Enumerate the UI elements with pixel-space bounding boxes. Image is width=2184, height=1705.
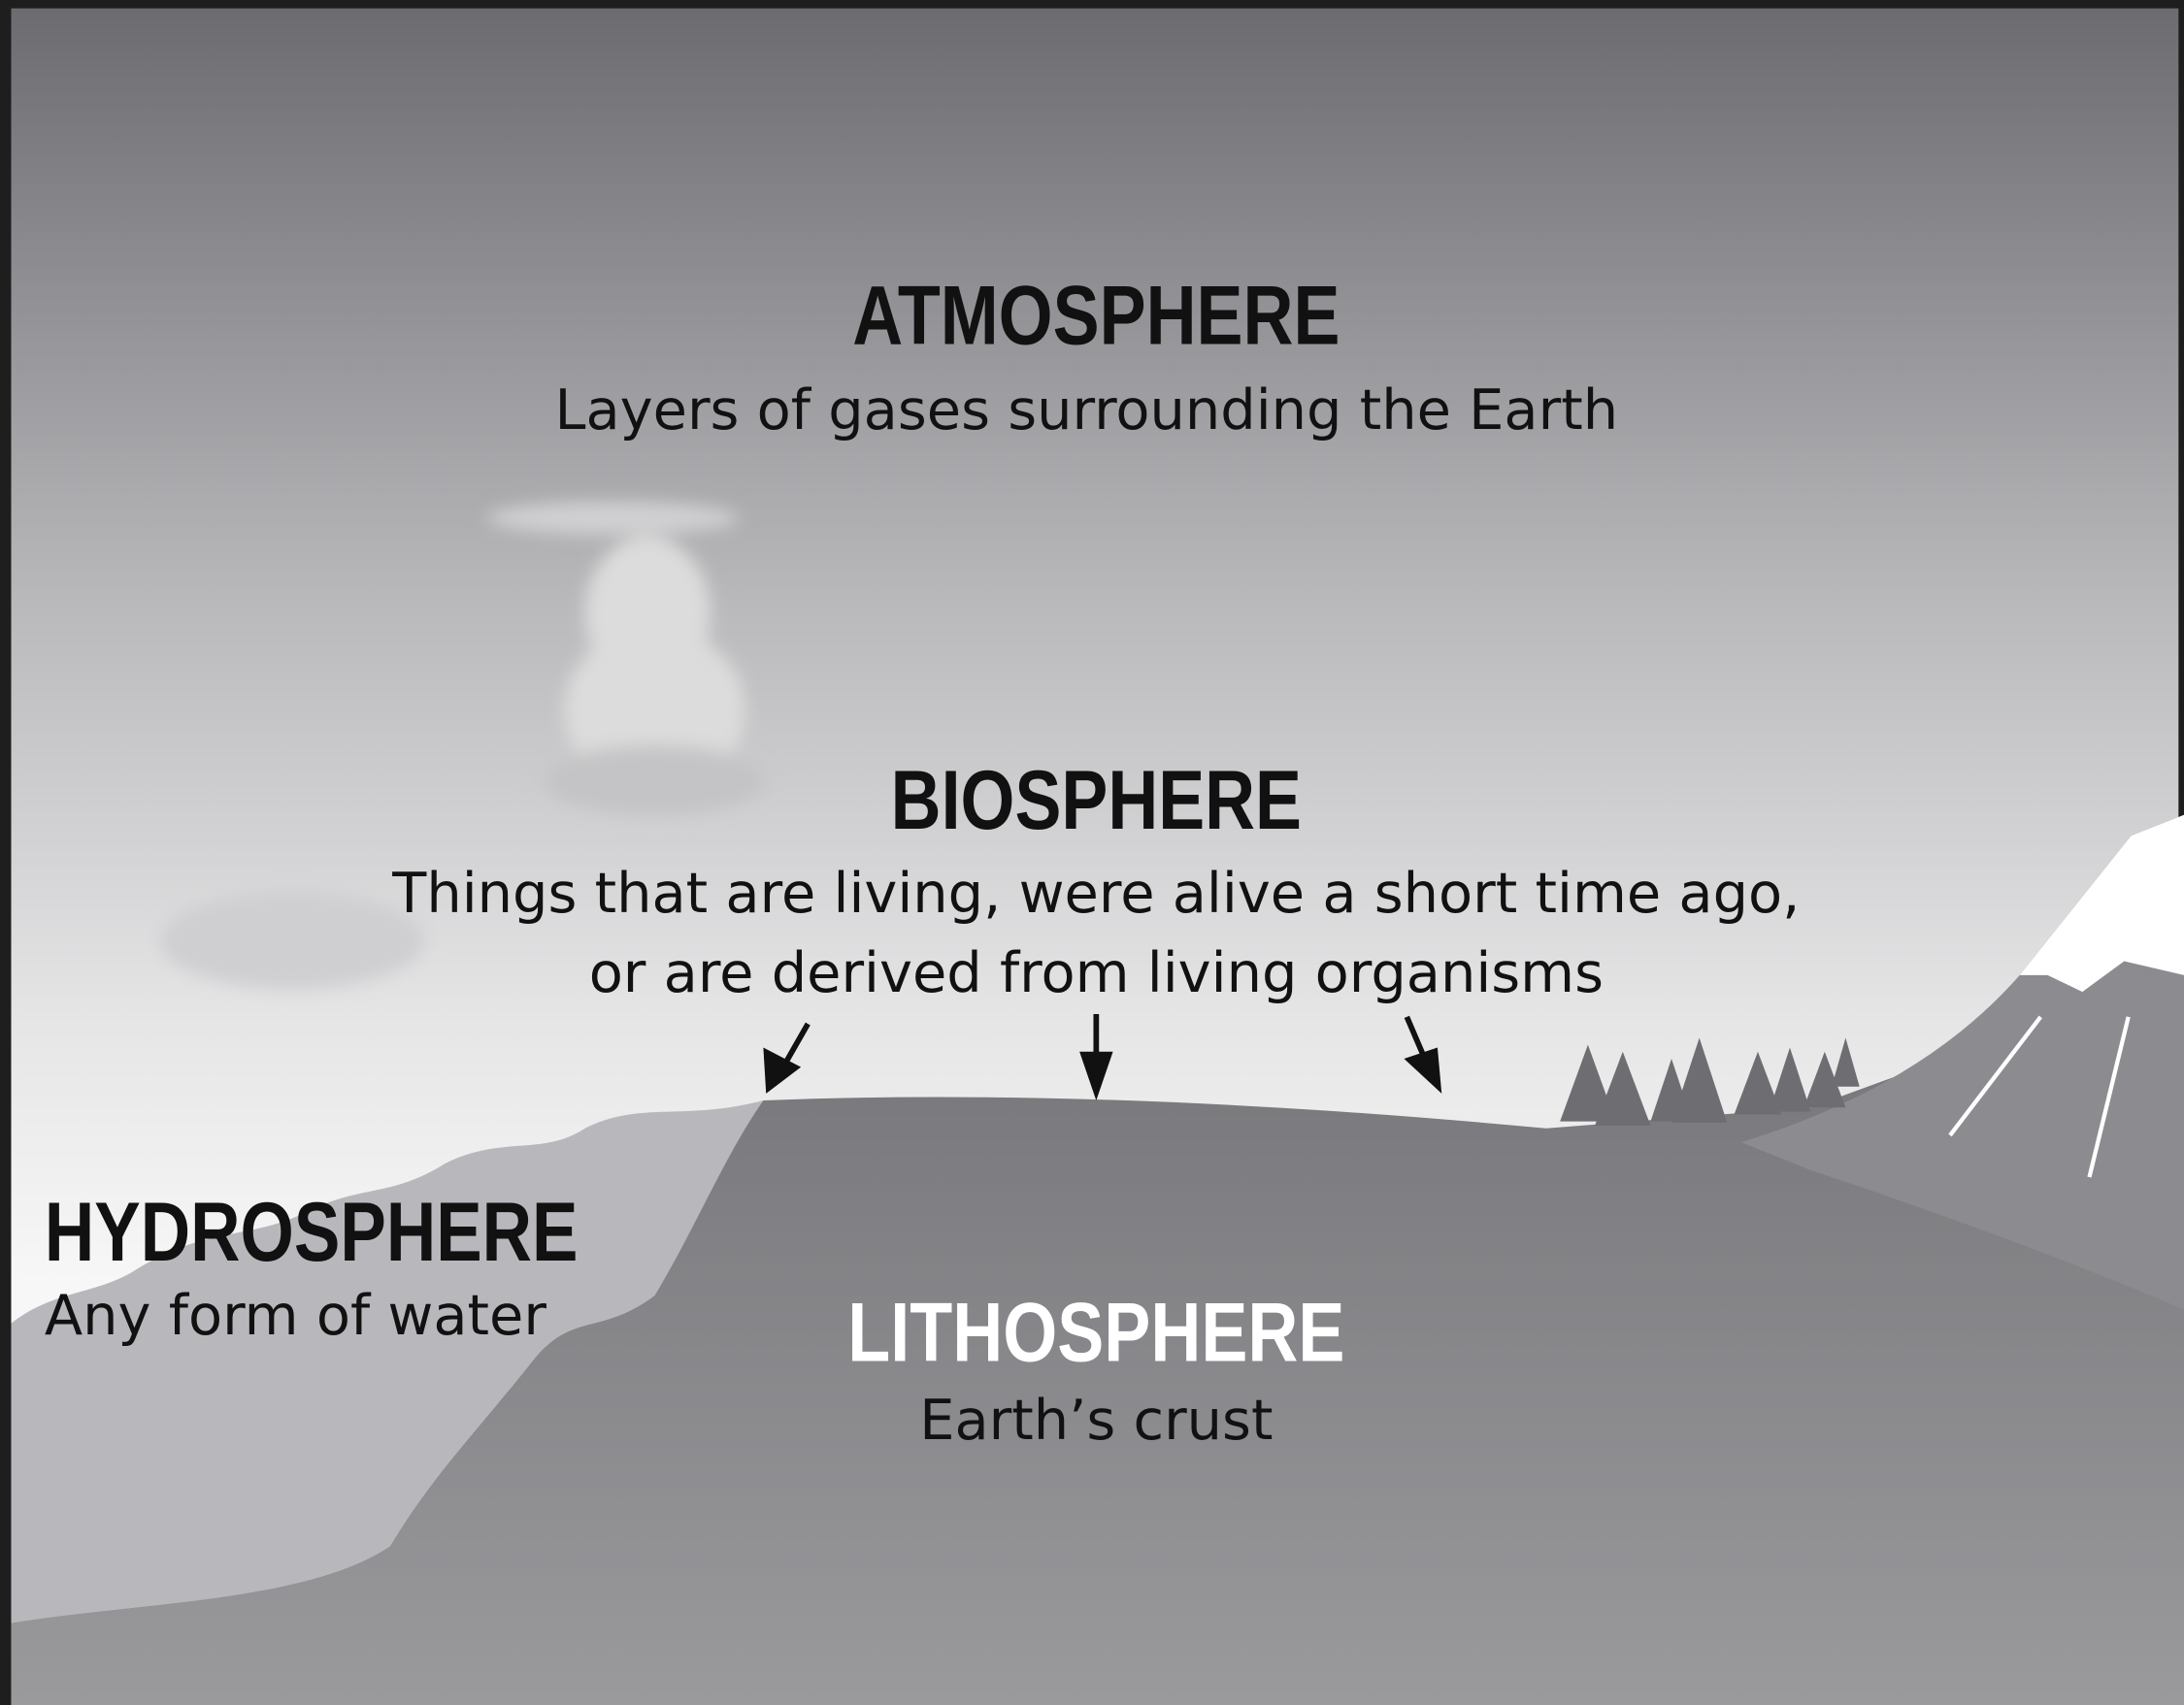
lithosphere-description: Earth’s crust	[919, 1388, 1273, 1453]
page: ATMOSPHERE Layers of gases surrounding t…	[0, 0, 2184, 1705]
diagram: ATMOSPHERE Layers of gases surrounding t…	[0, 0, 2184, 1705]
atmosphere-description: Layers of gases surrounding the Earth	[555, 377, 1619, 443]
hydrosphere-description: Any form of water	[45, 1283, 546, 1348]
lithosphere-title: LITHOSPHERE	[847, 1286, 1344, 1379]
biosphere-description-line: or are derived from living organisms	[589, 940, 1604, 1005]
atmosphere-title: ATMOSPHERE	[852, 270, 1340, 363]
biosphere-description-line: Things that are living, were alive a sho…	[391, 861, 1800, 926]
hydrosphere-title: HYDROSPHERE	[45, 1186, 579, 1279]
biosphere-title: BIOSPHERE	[891, 754, 1302, 847]
scene: ATMOSPHERE Layers of gases surrounding t…	[0, 0, 2184, 1705]
